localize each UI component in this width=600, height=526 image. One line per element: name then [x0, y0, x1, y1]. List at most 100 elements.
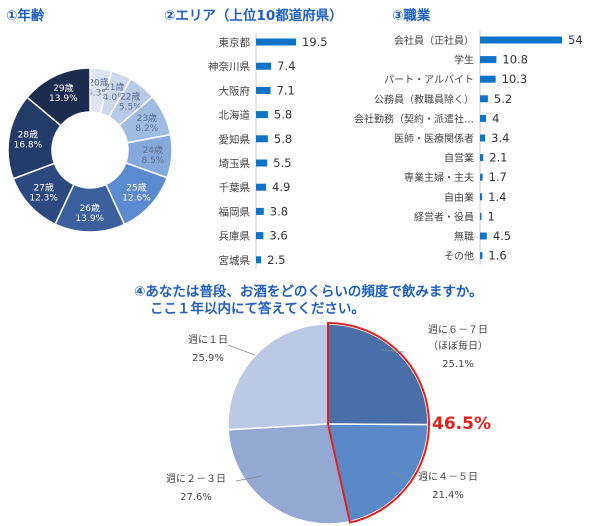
area-bar — [256, 256, 262, 264]
job-bar — [480, 75, 496, 83]
area-bar — [256, 159, 268, 167]
job-category-label: 無職 — [454, 230, 474, 243]
area-category-label: 神奈川県 — [208, 60, 250, 73]
area-value-label: 7.1 — [277, 83, 295, 97]
job-category-label: その他 — [444, 250, 474, 263]
job-bar — [480, 95, 488, 103]
area-bar — [256, 135, 268, 143]
age-slice-label: 28歳 — [18, 128, 38, 140]
frequency-leader-line — [381, 349, 405, 353]
age-slice-label: 26歳 — [80, 202, 100, 214]
frequency-slice-label: 週に２－３日 — [166, 473, 226, 485]
area-chart-title: ②エリア（上位10都道府県） — [164, 8, 343, 24]
age-slice-percent: 12.3% — [29, 194, 58, 204]
frequency-slice-label: 週に１日 — [188, 334, 228, 346]
area-category-label: 北海道 — [219, 109, 251, 122]
frequency-slice-label: （ほぼ毎日） — [428, 339, 488, 352]
frequency-pie-slice — [227, 423, 351, 525]
age-slice-percent: 8.5% — [141, 156, 164, 166]
area-value-label: 4.9 — [272, 180, 290, 194]
age-slice-percent: 13.9% — [49, 94, 78, 104]
frequency-question-line1: ④あなたは普段、お酒をどのくらいの頻度で飲みますか。 — [134, 284, 483, 300]
age-slice-label: 20歳 — [88, 77, 108, 89]
job-value-label: 4.5 — [493, 229, 511, 243]
job-bar — [480, 154, 484, 162]
frequency-slice-percent: 21.4% — [432, 490, 464, 501]
job-bar — [480, 212, 482, 220]
frequency-pie-slice — [327, 423, 429, 523]
frequency-slice-percent: 27.6% — [180, 492, 212, 503]
age-slice-percent: 4.0% — [103, 93, 126, 103]
job-value-label: 54 — [568, 33, 583, 47]
age-slice-label: 27歳 — [33, 182, 53, 194]
job-value-label: 2.1 — [489, 151, 507, 165]
frequency-question-line2: ここ１年以内にて答えてください。 — [150, 301, 365, 317]
job-category-label: 公務員（教職員除く） — [374, 93, 474, 106]
job-category-label: 経営者・役員 — [414, 210, 474, 223]
job-bar — [480, 193, 483, 201]
job-bar — [480, 56, 497, 64]
frequency-pie-slice — [227, 323, 329, 431]
job-chart-title: ③職業 — [392, 8, 431, 24]
job-value-label: 10.3 — [502, 72, 528, 86]
area-value-label: 5.8 — [274, 108, 292, 122]
area-value-label: 3.8 — [270, 204, 288, 218]
area-bar — [256, 86, 271, 94]
frequency-leader-line — [227, 344, 256, 356]
frequency-slice-label: 週に６－７日 — [428, 324, 488, 336]
age-donut-slice — [26, 67, 91, 127]
age-slice-label: 25歳 — [126, 182, 146, 194]
frequency-highlight-outline — [327, 321, 430, 524]
job-bar — [480, 232, 487, 240]
job-category-label: 会社員（正社員） — [394, 34, 474, 47]
job-bar — [480, 36, 562, 44]
frequency-slice-percent: 25.1% — [442, 359, 474, 370]
area-category-label: 埼玉県 — [219, 157, 251, 170]
job-bar — [480, 114, 487, 122]
job-value-label: 1.7 — [489, 170, 507, 184]
age-chart-title: ①年齢 — [6, 8, 45, 24]
age-slice-percent: 4.3% — [87, 89, 110, 99]
job-value-label: 4 — [492, 111, 499, 125]
age-slice-label: 29歳 — [53, 82, 73, 94]
area-category-label: 千葉県 — [219, 181, 251, 194]
area-value-label: 19.5 — [302, 35, 328, 49]
job-category-label: 専業主婦・主夫 — [404, 171, 474, 184]
area-bar — [256, 207, 264, 215]
age-slice-percent: 13.9% — [76, 214, 105, 224]
area-category-label: 宮城県 — [219, 254, 251, 267]
job-value-label: 5.2 — [494, 92, 512, 106]
area-category-label: 愛知県 — [219, 133, 251, 146]
job-category-label: パート・アルバイト — [384, 74, 474, 86]
job-category-label: 医師・医療関係者 — [394, 132, 474, 145]
age-slice-label: 23歳 — [137, 112, 157, 124]
job-category-label: 自営業 — [444, 152, 474, 165]
age-slice-percent: 12.6% — [122, 194, 151, 204]
area-value-label: 7.4 — [277, 59, 295, 73]
area-category-label: 大阪府 — [219, 84, 251, 97]
frequency-leader-line — [235, 475, 263, 482]
frequency-leader-line — [391, 471, 405, 479]
job-value-label: 1.6 — [488, 249, 506, 263]
age-slice-percent: 5.5% — [119, 103, 142, 113]
job-bar — [480, 134, 486, 142]
area-category-label: 兵庫県 — [219, 230, 251, 243]
job-category-label: 学生 — [454, 54, 474, 67]
area-bar — [256, 38, 296, 46]
area-value-label: 2.5 — [267, 253, 285, 267]
job-value-label: 1.4 — [488, 190, 506, 204]
job-category-label: 自由業 — [444, 191, 474, 204]
job-value-label: 1 — [488, 209, 495, 223]
area-category-label: 福岡県 — [219, 205, 251, 218]
area-bar — [256, 111, 268, 119]
area-value-label: 5.5 — [273, 156, 291, 170]
job-value-label: 3.4 — [491, 131, 509, 145]
area-category-label: 東京都 — [219, 36, 251, 49]
area-bar — [256, 62, 272, 70]
frequency-highlight-percent: 46.5% — [432, 414, 491, 434]
area-bar — [256, 232, 264, 240]
age-slice-percent: 8.2% — [135, 124, 158, 134]
job-bar — [480, 252, 483, 260]
job-value-label: 10.8 — [502, 53, 528, 67]
